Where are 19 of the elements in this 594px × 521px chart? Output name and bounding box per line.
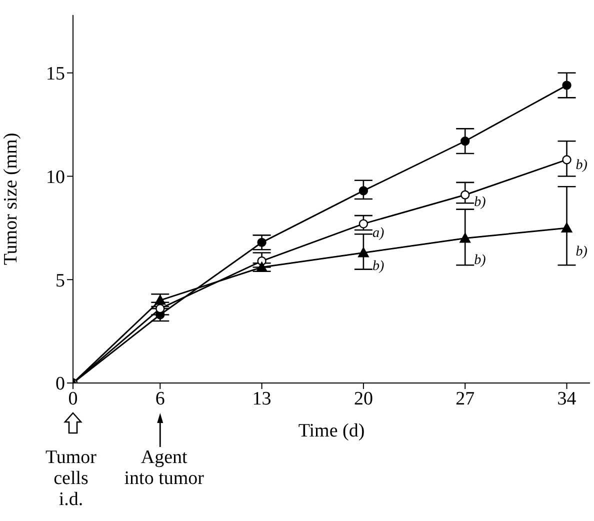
y-axis-title: Tumor size (mm) xyxy=(0,132,22,266)
y-tick-label: 5 xyxy=(56,270,65,292)
text: Agent into tumor xyxy=(124,447,205,489)
x-tick-label: 34 xyxy=(557,388,577,410)
annotation: b) xyxy=(474,195,486,210)
annotation: b) xyxy=(474,252,486,268)
x-tick-label: 20 xyxy=(354,388,373,410)
y-tick-label: 10 xyxy=(46,167,65,188)
annotation: b) xyxy=(576,158,588,173)
x-tick-label: 13 xyxy=(252,388,272,410)
x-tick-label: 6 xyxy=(155,388,165,410)
annotation: b) xyxy=(372,259,384,274)
y-tick-label: 15 xyxy=(46,64,65,85)
annotation: a) xyxy=(372,226,384,242)
y-tick-label: 0 xyxy=(56,374,65,395)
x-axis-title: Time (d) xyxy=(298,420,365,442)
x-tick-label: 27 xyxy=(456,388,475,410)
text: Tumor cells i.d. xyxy=(45,447,98,510)
annotation: b) xyxy=(576,244,588,260)
